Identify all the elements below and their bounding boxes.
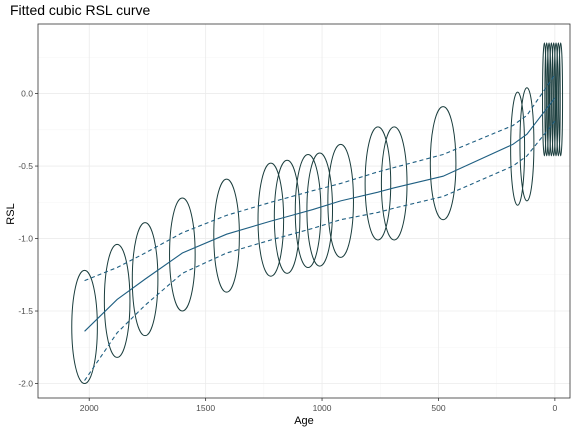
- error-ellipse: [257, 162, 285, 277]
- error-ellipse: [273, 159, 301, 274]
- y-axis: 0.0 -0.5 -1.0 -1.5 -2.0: [18, 89, 38, 389]
- error-ellipse: [546, 42, 552, 157]
- error-ellipse: [380, 126, 408, 241]
- y-tick-label: -0.5: [18, 161, 33, 171]
- error-ellipse: [103, 243, 131, 358]
- error-ellipse: [519, 87, 535, 202]
- y-tick-label: -2.0: [18, 379, 33, 389]
- x-tick-label: 500: [431, 403, 445, 413]
- x-axis-title: Age: [294, 415, 314, 427]
- ellipse-layer: [71, 42, 564, 385]
- error-ellipse: [544, 42, 550, 157]
- grid: [38, 24, 570, 398]
- fit-line: [84, 97, 556, 332]
- y-tick-label: -1.0: [18, 234, 33, 244]
- error-ellipse: [429, 106, 457, 221]
- x-tick-label: 1500: [196, 403, 215, 413]
- x-tick-label: 1000: [313, 403, 332, 413]
- credible-interval-line: [84, 120, 556, 381]
- error-ellipse: [71, 269, 98, 385]
- error-ellipse: [558, 42, 564, 157]
- error-ellipse: [131, 222, 159, 337]
- x-tick-label: 2000: [80, 403, 99, 413]
- error-ellipse: [551, 42, 557, 157]
- error-ellipse: [169, 197, 196, 312]
- credible-interval-line: [84, 74, 556, 282]
- error-ellipse: [327, 143, 354, 258]
- error-ellipse: [555, 42, 561, 157]
- error-ellipse: [542, 42, 547, 157]
- y-tick-label: -1.5: [18, 306, 33, 316]
- chart-title: Fitted cubic RSL curve: [10, 2, 151, 18]
- x-axis: 2000 1500 1000 500 0: [80, 398, 557, 413]
- y-axis-title: RSL: [5, 203, 17, 224]
- line-layer: [84, 74, 556, 381]
- panel-border: [37, 23, 571, 399]
- error-ellipse: [510, 91, 526, 206]
- error-ellipse: [364, 126, 392, 241]
- error-ellipse: [306, 152, 334, 267]
- x-tick-label: 0: [552, 403, 557, 413]
- error-ellipse: [294, 153, 322, 269]
- error-ellipse: [213, 178, 240, 293]
- y-tick-label: 0.0: [21, 89, 33, 99]
